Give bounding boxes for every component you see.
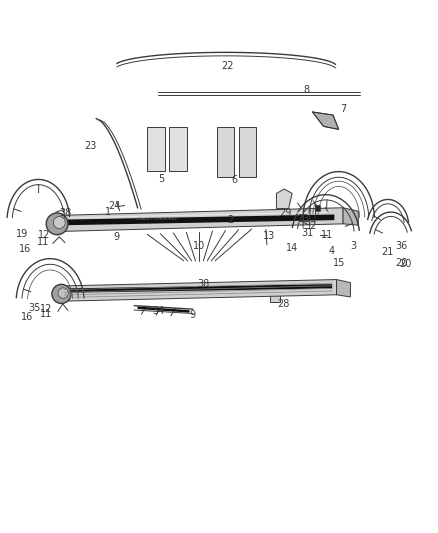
Text: 6: 6 xyxy=(231,175,237,185)
Text: 19: 19 xyxy=(16,229,28,239)
Text: 3: 3 xyxy=(350,240,356,251)
Text: 34: 34 xyxy=(152,306,164,316)
Text: 1: 1 xyxy=(105,207,111,217)
Circle shape xyxy=(52,284,71,303)
Text: 4: 4 xyxy=(328,246,334,256)
Text: 10: 10 xyxy=(193,240,205,251)
Polygon shape xyxy=(56,279,336,301)
Polygon shape xyxy=(51,208,343,232)
Text: GRAND CHEROKEE: GRAND CHEROKEE xyxy=(136,217,177,221)
Text: 11: 11 xyxy=(40,309,53,319)
Polygon shape xyxy=(270,294,280,302)
Text: 9: 9 xyxy=(113,232,120,242)
Text: 33: 33 xyxy=(298,214,310,224)
Text: 2: 2 xyxy=(227,215,233,225)
Bar xyxy=(239,127,256,177)
Polygon shape xyxy=(343,208,358,225)
Polygon shape xyxy=(313,112,339,130)
Text: 38: 38 xyxy=(198,279,210,289)
Text: 11: 11 xyxy=(37,237,49,247)
Text: 16: 16 xyxy=(19,244,32,254)
Text: 13: 13 xyxy=(263,231,275,241)
Text: 21: 21 xyxy=(381,247,394,257)
Text: 20: 20 xyxy=(399,260,411,269)
Bar xyxy=(169,127,187,171)
Text: 12: 12 xyxy=(40,304,53,314)
Text: 16: 16 xyxy=(21,312,33,321)
Circle shape xyxy=(58,288,68,298)
Text: 7: 7 xyxy=(340,104,346,114)
Text: 22: 22 xyxy=(222,61,234,71)
Text: 38: 38 xyxy=(60,208,72,218)
Text: 32: 32 xyxy=(304,221,317,231)
Text: 11: 11 xyxy=(321,230,333,240)
Text: 14: 14 xyxy=(286,243,298,253)
Polygon shape xyxy=(62,284,332,293)
Polygon shape xyxy=(336,279,350,297)
Text: 35: 35 xyxy=(29,303,41,313)
Text: 8: 8 xyxy=(303,85,309,95)
Text: 5: 5 xyxy=(159,174,165,184)
Text: 9: 9 xyxy=(190,310,196,320)
Text: 24: 24 xyxy=(108,200,121,211)
Text: 28: 28 xyxy=(277,300,290,309)
Text: 36: 36 xyxy=(396,240,408,251)
Polygon shape xyxy=(58,214,334,225)
Circle shape xyxy=(46,213,68,235)
Bar xyxy=(147,127,166,171)
Text: 31: 31 xyxy=(301,228,314,238)
Text: 29: 29 xyxy=(279,208,291,219)
Text: 15: 15 xyxy=(332,258,345,268)
Bar xyxy=(315,205,320,211)
Text: 20: 20 xyxy=(396,258,408,268)
Polygon shape xyxy=(276,189,292,208)
Circle shape xyxy=(53,216,65,229)
Text: 12: 12 xyxy=(38,230,50,240)
Text: 23: 23 xyxy=(85,141,97,150)
Bar xyxy=(217,127,234,177)
